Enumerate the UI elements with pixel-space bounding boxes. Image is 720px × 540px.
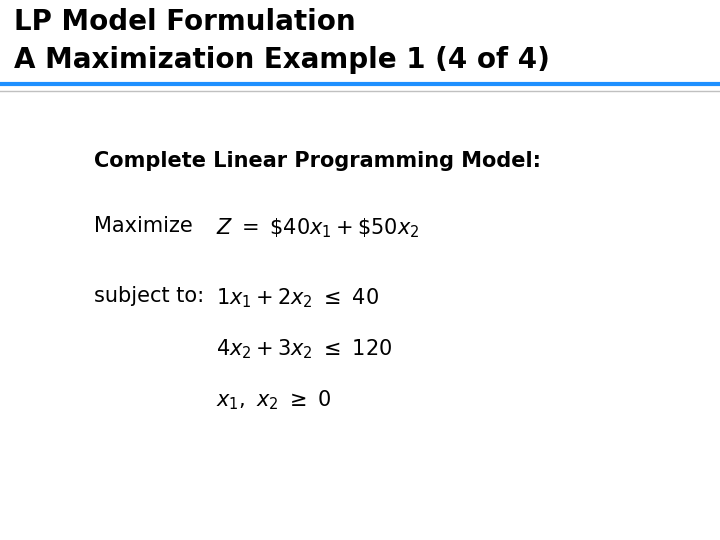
Text: A Maximization Example 1 (4 of 4): A Maximization Example 1 (4 of 4)	[14, 46, 550, 74]
Text: Complete Linear Programming Model:: Complete Linear Programming Model:	[94, 151, 541, 171]
Text: $1x_1 + 2x_2\ \leq\ 40$: $1x_1 + 2x_2\ \leq\ 40$	[216, 286, 379, 310]
Text: Maximize: Maximize	[94, 216, 192, 236]
Text: LP Model Formulation: LP Model Formulation	[14, 8, 356, 36]
Text: $Z\ =\ \$40x_1 + \$50x_2$: $Z\ =\ \$40x_1 + \$50x_2$	[216, 216, 419, 240]
Text: subject to:: subject to:	[94, 286, 204, 306]
Text: $x_1,\ x_2\ \geq\ 0$: $x_1,\ x_2\ \geq\ 0$	[216, 389, 332, 413]
Text: $4x_2 + 3x_2\ \leq\ 120$: $4x_2 + 3x_2\ \leq\ 120$	[216, 338, 392, 361]
